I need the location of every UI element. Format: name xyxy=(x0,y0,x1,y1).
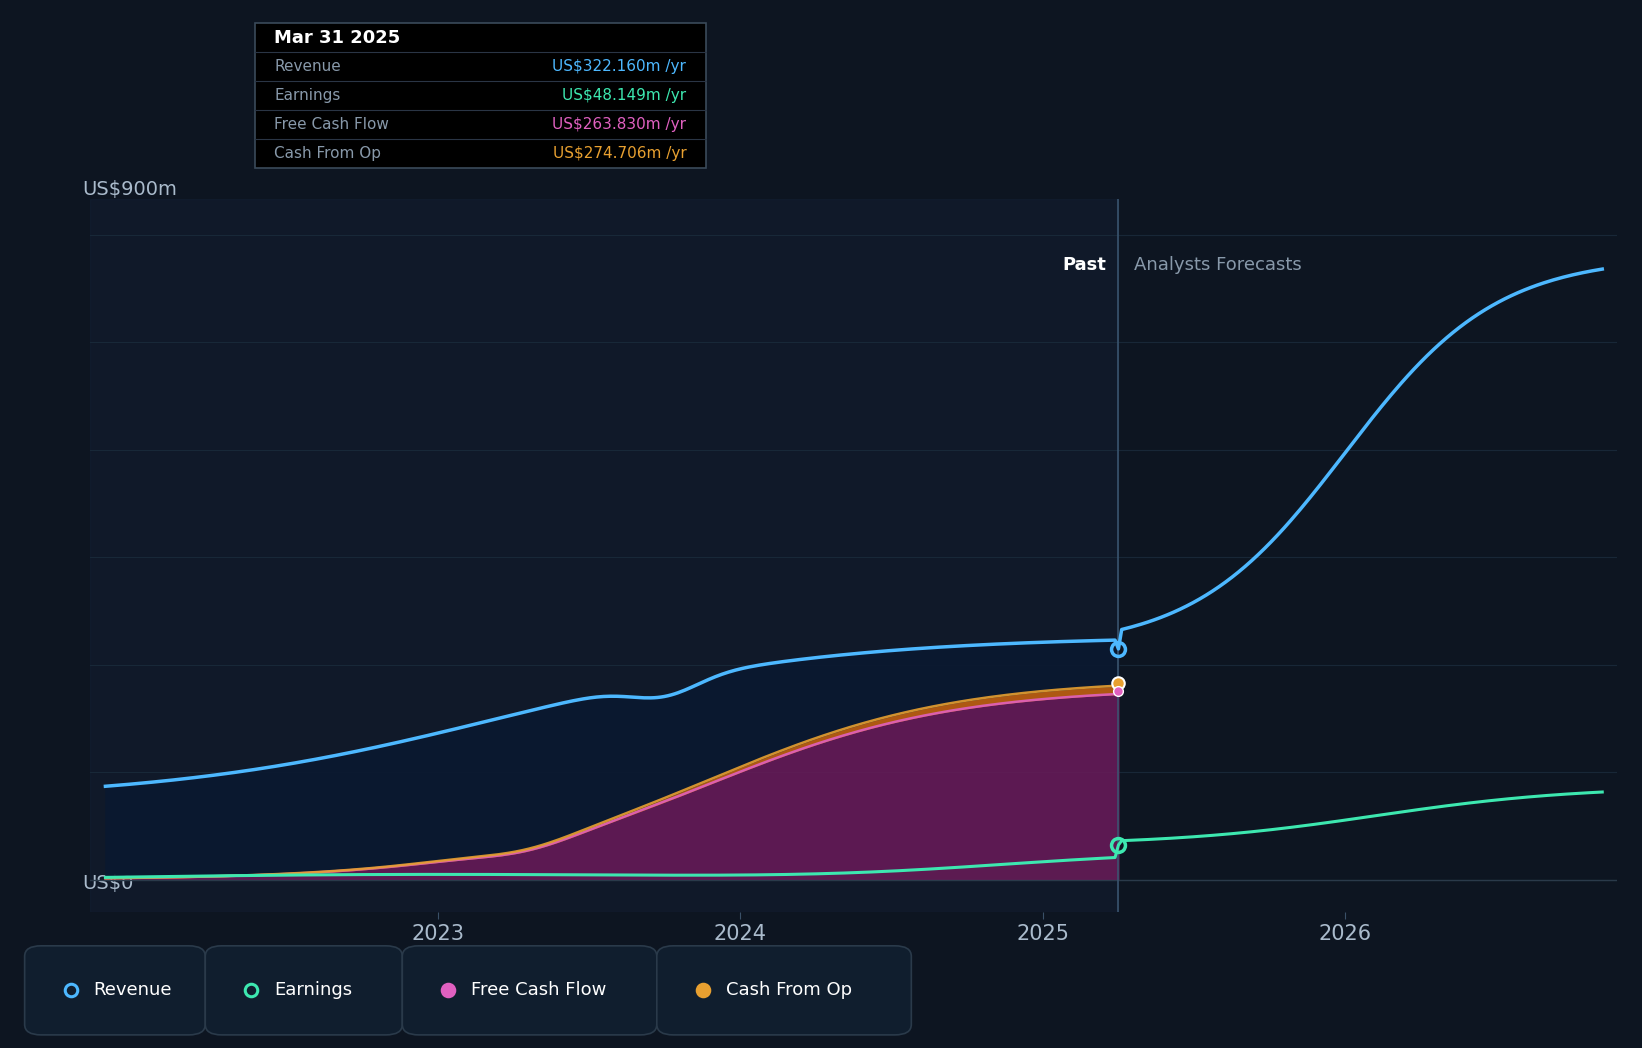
Text: Past: Past xyxy=(1062,257,1107,275)
Text: US$322.160m /yr: US$322.160m /yr xyxy=(552,59,686,74)
Text: Mar 31 2025: Mar 31 2025 xyxy=(274,28,401,46)
Text: Analysts Forecasts: Analysts Forecasts xyxy=(1133,257,1302,275)
Text: Earnings: Earnings xyxy=(274,88,340,103)
Text: US$274.706m /yr: US$274.706m /yr xyxy=(553,146,686,160)
Text: US$263.830m /yr: US$263.830m /yr xyxy=(552,116,686,132)
Text: US$48.149m /yr: US$48.149m /yr xyxy=(562,88,686,103)
Text: US$900m: US$900m xyxy=(82,180,177,199)
Text: Earnings: Earnings xyxy=(274,981,353,1000)
Text: Revenue: Revenue xyxy=(274,59,342,74)
Text: Free Cash Flow: Free Cash Flow xyxy=(471,981,606,1000)
Text: Cash From Op: Cash From Op xyxy=(274,146,381,160)
Text: Cash From Op: Cash From Op xyxy=(726,981,852,1000)
Text: US$0: US$0 xyxy=(82,874,135,893)
Text: Free Cash Flow: Free Cash Flow xyxy=(274,116,389,132)
Bar xyxy=(90,199,1118,912)
Text: Revenue: Revenue xyxy=(94,981,172,1000)
